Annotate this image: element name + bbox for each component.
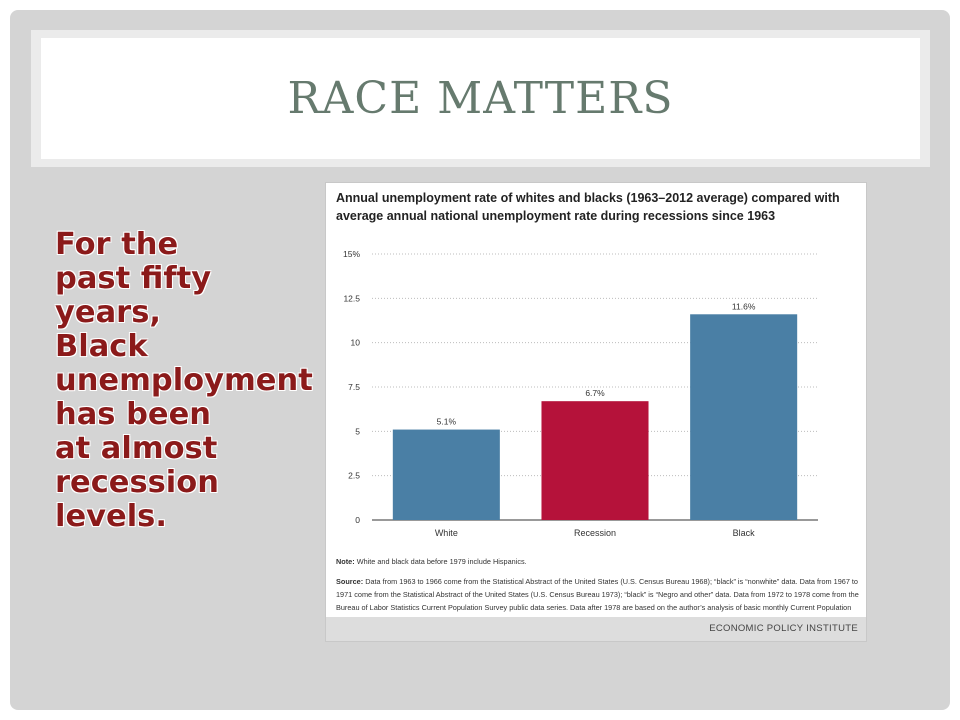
bar-chart: 0 2.5 5 7.5 10 12.5 15% 5.1% White 6.7% Recession 1… (343, 249, 818, 538)
bar-black (690, 314, 798, 520)
chart-title: Annual unemployment rate of whites and b… (336, 191, 840, 223)
y-tick-label: 0 (355, 515, 360, 525)
x-tick-label: Black (733, 528, 756, 538)
bar-white (392, 429, 500, 520)
y-tick-label: 15% (343, 249, 360, 259)
y-tick-label: 2.5 (348, 471, 360, 481)
x-tick-label: Recession (574, 528, 616, 538)
data-label: 11.6% (732, 301, 756, 311)
bar-recession (541, 401, 649, 520)
note-label: Note: (336, 557, 355, 566)
source-label: Source: (336, 577, 364, 586)
brand-bar: ECONOMIC POLICY INSTITUTE (326, 617, 866, 641)
y-tick-label: 10 (351, 338, 361, 348)
slide-body-text: For the past fifty years, Black unemploy… (55, 227, 313, 534)
data-label: 6.7% (585, 388, 605, 398)
data-label: 5.1% (437, 417, 457, 427)
y-tick-label: 5 (355, 426, 360, 436)
y-tick-label: 12.5 (343, 293, 360, 303)
title-panel: RACE MATTERS (41, 38, 920, 159)
x-tick-label: White (435, 528, 458, 538)
note-text: White and black data before 1979 include… (356, 557, 527, 566)
brand-logo-text: ECONOMIC POLICY INSTITUTE (709, 623, 858, 634)
slide-title: RACE MATTERS (287, 73, 674, 124)
y-tick-label: 7.5 (348, 382, 360, 392)
chart-note: Note: White and black data before 1979 i… (336, 557, 861, 566)
chart-card: Annual unemployment rate of whites and b… (325, 182, 867, 642)
title-frame: RACE MATTERS (31, 30, 930, 167)
